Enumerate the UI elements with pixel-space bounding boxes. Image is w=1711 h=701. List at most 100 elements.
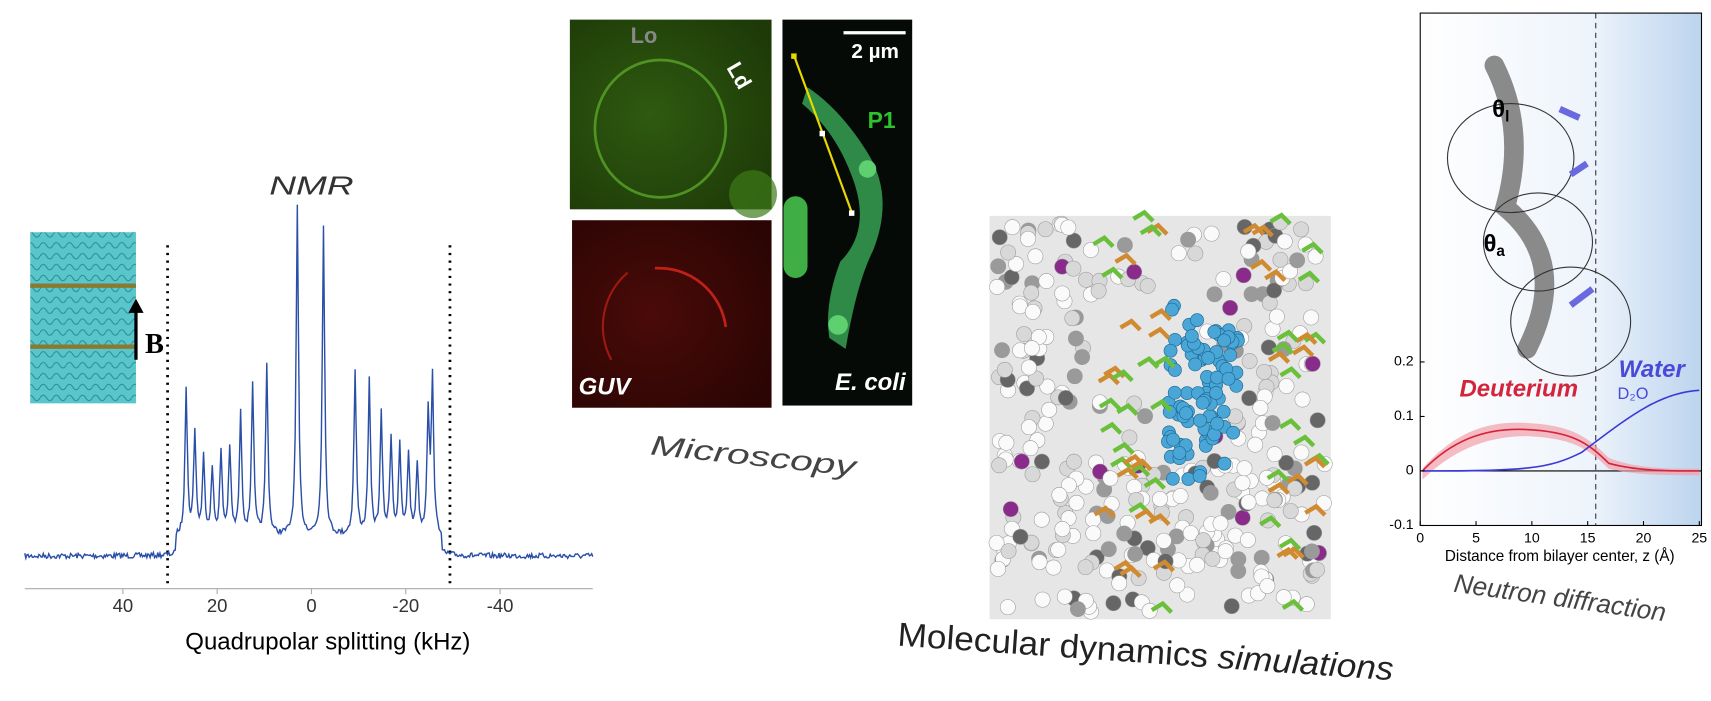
water-atom (1216, 404, 1231, 419)
atom (1056, 588, 1073, 605)
atom (1023, 284, 1040, 301)
atom (1234, 474, 1251, 491)
atom (1054, 285, 1071, 302)
helix-segment (1150, 398, 1173, 412)
atom (1012, 528, 1029, 545)
helix-segment (1148, 512, 1171, 526)
water-atom (1165, 302, 1179, 317)
helix-segment (1303, 455, 1327, 469)
water-atom (1209, 386, 1224, 400)
helix-segment (1111, 369, 1134, 383)
x-tick-label: -20 (392, 595, 419, 616)
red-image (572, 220, 772, 408)
helix-segment (1149, 308, 1172, 322)
helix-segment (1292, 434, 1316, 448)
neutron-panel: θl θa Deuterium Water D₂O 0 5 10 15 20 250.20… (1389, 12, 1707, 627)
atom (1116, 237, 1133, 253)
deuterium-band (1422, 422, 1700, 480)
atom (996, 361, 1013, 378)
x-tick-label: 25 (1691, 530, 1707, 546)
helix-segment (1143, 476, 1166, 490)
atom (1306, 524, 1323, 541)
atom (1212, 515, 1229, 532)
water-atom (1167, 385, 1182, 400)
helix-segment (1276, 546, 1299, 560)
atom (1016, 326, 1032, 343)
helix-segment (1098, 397, 1122, 411)
atom (1008, 256, 1024, 272)
helix-segment (1116, 466, 1139, 480)
atom (1309, 412, 1326, 429)
atom (1060, 219, 1077, 236)
water-atom (1223, 348, 1238, 363)
atom (1141, 602, 1158, 619)
field-label: B (145, 329, 164, 360)
helix-segment (1097, 372, 1120, 386)
atom (1272, 251, 1289, 268)
atom (1195, 532, 1212, 549)
atom (1286, 480, 1303, 497)
helix-segment (1139, 224, 1162, 238)
water-atom (1190, 313, 1204, 327)
atom (1065, 260, 1082, 277)
atom (1050, 541, 1067, 558)
atom (1068, 494, 1085, 511)
water-atom (1165, 471, 1180, 486)
atom (1037, 415, 1054, 432)
atom (1294, 391, 1311, 408)
neutron-title: Neutron diffraction (1452, 568, 1668, 627)
atom (1247, 436, 1264, 453)
helix-segment (1150, 600, 1173, 614)
atom (998, 434, 1015, 451)
x-tick-label: -40 (487, 595, 514, 616)
helix-segment (1267, 481, 1290, 495)
md-title-tail: simulations (1217, 639, 1395, 688)
atom (1033, 511, 1050, 528)
helix-segment (1152, 559, 1175, 573)
atom (1278, 454, 1295, 471)
water-atom (1188, 357, 1202, 372)
atom (1304, 355, 1321, 372)
atom (1028, 370, 1045, 387)
atom (1304, 543, 1320, 560)
helix-segment (1100, 421, 1123, 435)
atom (1264, 415, 1281, 431)
atom (1013, 453, 1030, 470)
atom (1100, 541, 1117, 558)
helix-segment (1116, 402, 1139, 416)
atom (1170, 245, 1187, 262)
helix-segment (1251, 224, 1274, 238)
nmr-panel: NMR B 40 20 0 -20 -40 Quadrupolar splitting … (24, 171, 594, 656)
water-atom (1210, 416, 1224, 431)
atom (1116, 525, 1133, 542)
atom (1074, 349, 1091, 365)
x-tick-label: 10 (1524, 530, 1540, 546)
md-panel: Molecular dynamics simulations (897, 209, 1395, 688)
atom (1021, 419, 1037, 436)
atom (1051, 487, 1068, 503)
helix-segment (1269, 212, 1292, 226)
atom (1204, 550, 1221, 567)
atom (1240, 494, 1257, 511)
atom (1126, 263, 1143, 280)
atom (1102, 470, 1119, 487)
helix-segment (1281, 598, 1305, 612)
atom (1182, 525, 1199, 542)
x-tick-label: 20 (1636, 530, 1652, 546)
atom (1038, 273, 1055, 289)
atom (1202, 484, 1219, 501)
atom (1130, 570, 1147, 587)
theta-sub: l (1505, 109, 1509, 126)
helix-segment (1286, 472, 1309, 486)
p1-label: P1 (868, 107, 896, 133)
water-atom (1163, 343, 1178, 358)
microscopy-title: Microscopy (649, 430, 860, 483)
helix-segment (1153, 355, 1176, 369)
helix-segment (1297, 270, 1321, 284)
water-atom (1184, 329, 1199, 343)
atom (1256, 363, 1273, 380)
atom (1137, 408, 1153, 425)
water-atom (1172, 446, 1187, 460)
helix-segment (1276, 329, 1299, 343)
atom (1034, 591, 1051, 608)
